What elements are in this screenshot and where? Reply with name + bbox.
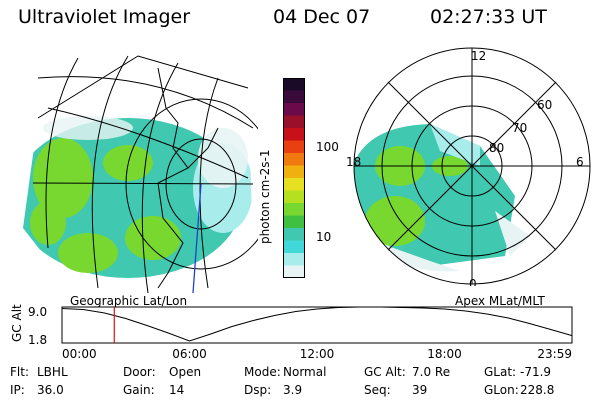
- x-tick-label: 23:59: [537, 347, 572, 360]
- footer-value: 3.9: [283, 383, 303, 397]
- gc-alt-series-line: [61, 306, 572, 342]
- footer-value: 39: [412, 383, 428, 397]
- y-tick-label: 1.8: [28, 333, 47, 347]
- colorbar-band: [283, 253, 305, 266]
- colorbar-band: [283, 240, 305, 254]
- apex-caption: Apex MLat/MLT: [455, 294, 545, 308]
- colorbar-frame: [283, 78, 305, 278]
- colorbar-band: [283, 103, 305, 116]
- polar-image-panel: 12 18 6 0 60 70 80: [346, 47, 591, 286]
- colorbar-band: [283, 115, 305, 129]
- footer-value: Open: [169, 365, 202, 379]
- y-axis-label: GC Alt: [10, 304, 24, 342]
- colorbar-band: [283, 190, 305, 204]
- footer-label: Seq:: [364, 383, 391, 397]
- footer-label: GLat:: [484, 365, 517, 379]
- colorbar-unit-label: photon cm-2s-1: [258, 149, 272, 245]
- footer-value: Normal: [283, 365, 327, 379]
- footer-value: 36.0: [37, 383, 64, 397]
- lat-label-80: 80: [489, 141, 504, 155]
- geographic-image-panel: [23, 55, 258, 293]
- footer-value: -71.9: [520, 365, 552, 379]
- lat-label-60: 60: [537, 98, 552, 112]
- colorbar-band: [283, 228, 305, 241]
- time-label: 02:27:33 UT: [430, 6, 547, 28]
- mlt-label-12: 12: [471, 49, 486, 63]
- colorbar-band: [283, 203, 305, 216]
- footer-label: Flt:: [10, 365, 29, 379]
- lat-label-70: 70: [512, 121, 527, 135]
- footer-label: GLon:: [484, 383, 519, 397]
- colorbar-tick-10: 10: [316, 230, 332, 244]
- x-tick-label: 12:00: [300, 347, 335, 360]
- colorbar-tick-100: 100: [316, 140, 339, 154]
- instrument-title: Ultraviolet Imager: [18, 6, 191, 28]
- x-tick-label: 06:00: [172, 347, 207, 360]
- colorbar-band: [283, 178, 305, 191]
- colorbar: [283, 78, 305, 278]
- mlt-label-6: 6: [576, 155, 584, 169]
- mlt-label-0: 0: [469, 277, 477, 286]
- footer-value: 7.0 Re: [412, 365, 451, 379]
- footer-label: GC Alt:: [364, 365, 406, 379]
- footer-label: Mode:: [244, 365, 281, 379]
- colorbar-band: [283, 78, 305, 91]
- footer-label: Dsp:: [244, 383, 272, 397]
- x-tick-label: 00:00: [62, 347, 97, 360]
- footer-label: Door:: [123, 365, 156, 379]
- footer-label: IP:: [10, 383, 25, 397]
- colorbar-band: [283, 140, 305, 154]
- mlt-label-18: 18: [346, 155, 361, 169]
- colorbar-band: [283, 90, 305, 104]
- colorbar-band: [283, 153, 305, 166]
- y-tick-label: 9.0: [28, 305, 47, 319]
- footer-value: LBHL: [37, 365, 68, 379]
- colorbar-band: [283, 128, 305, 141]
- date-label: 04 Dec 07: [273, 6, 371, 28]
- colorbar-band: [283, 165, 305, 179]
- x-tick-label: 18:00: [427, 347, 462, 360]
- footer-label: Gain:: [123, 383, 155, 397]
- colorbar-band: [283, 265, 305, 278]
- footer-value: 14: [169, 383, 185, 397]
- gc-alt-chart: GC Alt 9.0 1.8 00:00 06:00 12:00 18:00 23:59: [10, 304, 573, 360]
- footer-value: 228.8: [520, 383, 555, 397]
- geographic-caption: Geographic Lat/Lon: [70, 294, 188, 308]
- chart-frame: [61, 306, 573, 344]
- colorbar-band: [283, 215, 305, 229]
